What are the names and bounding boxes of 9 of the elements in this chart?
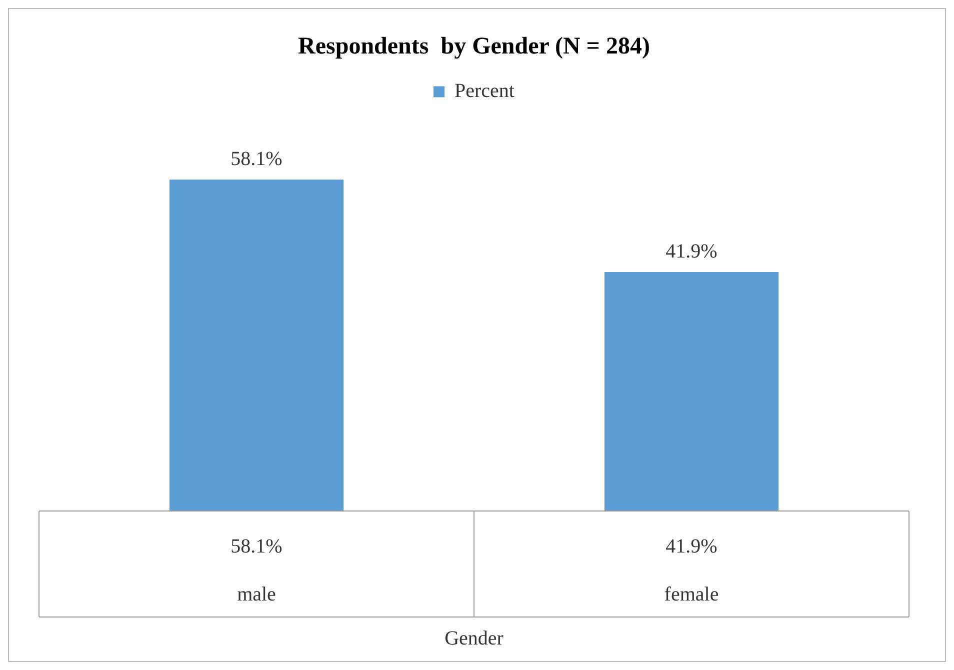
x-tick-label: male <box>237 583 276 606</box>
data-label: 41.9% <box>666 535 718 558</box>
legend-label: Percent <box>454 80 515 102</box>
x-tick-label: female <box>664 583 719 606</box>
x-axis-title: Gender <box>444 627 504 650</box>
chart-title: Respondents by Gender (N = 284) <box>298 34 650 60</box>
text: 58.1% <box>230 148 282 170</box>
text: 41.9% <box>666 240 718 262</box>
data-label: 58.1% <box>230 535 282 558</box>
